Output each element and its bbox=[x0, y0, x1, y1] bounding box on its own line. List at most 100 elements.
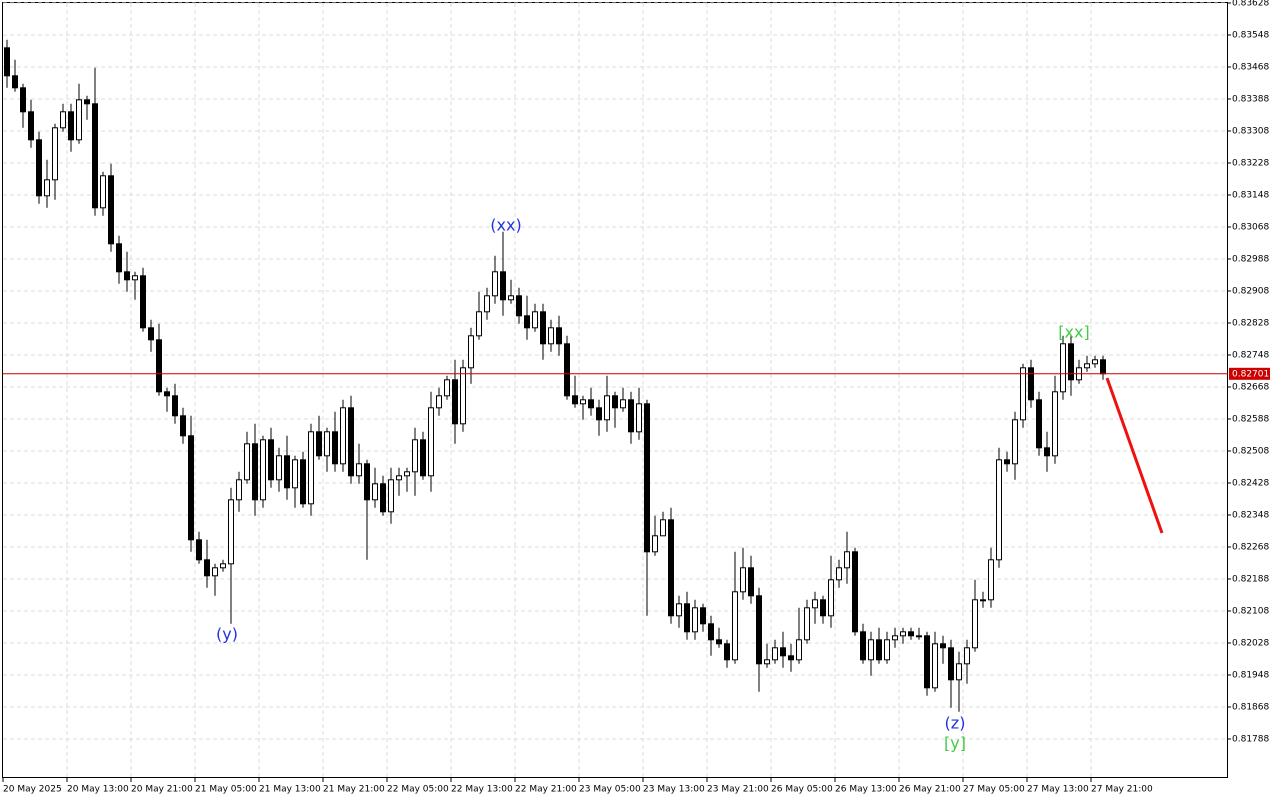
candle-body bbox=[444, 379, 450, 397]
candle-body bbox=[236, 479, 242, 501]
candle-body bbox=[1060, 343, 1066, 393]
y-tick-label: 0.82348 bbox=[1232, 511, 1269, 521]
y-tick-label: 0.83148 bbox=[1232, 191, 1269, 201]
x-tick-label: 21 May 13:00 bbox=[259, 785, 321, 795]
candle-body bbox=[572, 395, 578, 405]
candle-body bbox=[580, 399, 586, 405]
candle-body bbox=[492, 271, 498, 297]
candle-body bbox=[52, 127, 58, 181]
y-tick-label: 0.82508 bbox=[1232, 447, 1269, 457]
x-tick-label: 22 May 13:00 bbox=[451, 785, 513, 795]
candle-body bbox=[900, 631, 906, 637]
candle-body bbox=[1092, 359, 1098, 365]
candle-body bbox=[684, 603, 690, 633]
candle-body bbox=[556, 327, 562, 345]
candle-body bbox=[380, 483, 386, 513]
y-tick-label: 0.82588 bbox=[1232, 415, 1269, 425]
projection-line bbox=[1105, 377, 1164, 534]
candles bbox=[4, 39, 1106, 712]
candle-body bbox=[28, 111, 34, 141]
candle-body bbox=[100, 175, 106, 209]
candle-body bbox=[748, 567, 754, 597]
y-tick-label: 0.83068 bbox=[1232, 223, 1269, 233]
candle-body bbox=[820, 599, 826, 617]
x-tick-label: 27 May 05:00 bbox=[963, 785, 1025, 795]
candle-body bbox=[252, 443, 258, 501]
candle-body bbox=[220, 563, 226, 569]
y-tick-label: 0.83628 bbox=[1232, 0, 1269, 9]
y-tick-label: 0.83388 bbox=[1232, 95, 1269, 105]
x-tick-label: 23 May 13:00 bbox=[643, 785, 705, 795]
candle-body bbox=[892, 635, 898, 641]
candle-body bbox=[692, 607, 698, 633]
candle-body bbox=[612, 395, 618, 409]
plot-frame bbox=[2, 2, 1228, 778]
candle-body bbox=[676, 603, 682, 617]
candle-body bbox=[316, 431, 322, 457]
candle-body bbox=[796, 639, 802, 661]
candle-body bbox=[348, 407, 354, 477]
annotation: (y) bbox=[216, 625, 238, 644]
candle-body bbox=[596, 407, 602, 421]
y-tick-label: 0.81868 bbox=[1232, 703, 1269, 713]
candle-body bbox=[404, 471, 410, 477]
candle-body bbox=[988, 559, 994, 601]
y-tick-label: 0.82668 bbox=[1232, 383, 1269, 393]
candle-body bbox=[1084, 363, 1090, 369]
y-tick-label: 0.82988 bbox=[1232, 255, 1269, 265]
candle-body bbox=[724, 643, 730, 661]
candle-body bbox=[884, 639, 890, 661]
candle-body bbox=[964, 647, 970, 665]
candle-body bbox=[1100, 359, 1106, 375]
y-tick-label: 0.83468 bbox=[1232, 63, 1269, 73]
candle-body bbox=[412, 439, 418, 473]
candle-body bbox=[532, 311, 538, 329]
y-tick-label: 0.83228 bbox=[1232, 159, 1269, 169]
candle-body bbox=[660, 519, 666, 537]
x-tick-label: 22 May 05:00 bbox=[387, 785, 449, 795]
candle-body bbox=[4, 47, 10, 77]
candle-body bbox=[244, 443, 250, 481]
candle-body bbox=[780, 647, 786, 657]
candle-body bbox=[60, 111, 66, 129]
annotation: [xx] bbox=[1058, 323, 1089, 342]
y-tick-label: 0.81788 bbox=[1232, 735, 1269, 745]
candle-body bbox=[516, 295, 522, 317]
candle-body bbox=[164, 391, 170, 397]
candle-body bbox=[524, 315, 530, 329]
y-tick-label: 0.82188 bbox=[1232, 575, 1269, 585]
candle-body bbox=[644, 403, 650, 553]
candle-body bbox=[396, 475, 402, 481]
candle-body bbox=[292, 459, 298, 489]
candle-body bbox=[436, 395, 442, 409]
y-tick-label: 0.83548 bbox=[1232, 31, 1269, 41]
candle-body bbox=[604, 395, 610, 421]
candle-body bbox=[788, 655, 794, 661]
candle-body bbox=[420, 439, 426, 477]
y-tick-label: 0.82268 bbox=[1232, 543, 1269, 553]
candle-body bbox=[772, 647, 778, 661]
annotation: (xx) bbox=[490, 216, 521, 235]
candle-body bbox=[564, 343, 570, 397]
candle-body bbox=[652, 535, 658, 553]
candle-body bbox=[996, 459, 1002, 561]
x-tick-label: 20 May 13:00 bbox=[67, 785, 129, 795]
candle-body bbox=[980, 599, 986, 602]
candle-body bbox=[148, 327, 154, 341]
candle-body bbox=[196, 539, 202, 561]
candle-body bbox=[484, 295, 490, 313]
candle-body bbox=[500, 271, 506, 301]
candle-body bbox=[956, 663, 962, 681]
candle-body bbox=[860, 631, 866, 661]
candle-body bbox=[140, 275, 146, 329]
candle-body bbox=[1052, 391, 1058, 457]
candle-body bbox=[540, 311, 546, 345]
candle-body bbox=[172, 395, 178, 417]
x-tick-label: 26 May 21:00 bbox=[899, 785, 961, 795]
candle-body bbox=[708, 623, 714, 641]
candle-body bbox=[972, 599, 978, 649]
candle-body bbox=[548, 327, 554, 345]
candle-body bbox=[1036, 399, 1042, 449]
candle-body bbox=[628, 399, 634, 433]
